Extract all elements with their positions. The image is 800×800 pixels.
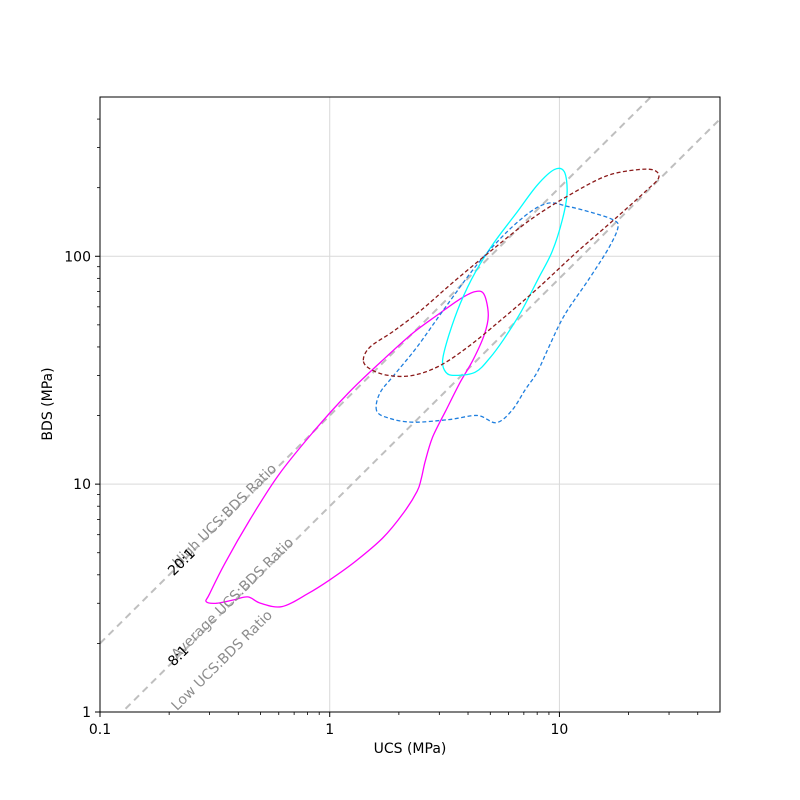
x-axis-title: UCS (MPa) (374, 741, 447, 757)
x-tick-label: 10 (551, 722, 569, 738)
series-layer (205, 167, 660, 608)
grid (100, 97, 720, 712)
reference-line (120, 118, 720, 712)
y-axis-title: BDS (MPa) (40, 367, 56, 440)
y-tick-label: 10 (73, 477, 91, 493)
y-tick-label: 1 (82, 705, 91, 721)
x-tick-label: 0.1 (89, 722, 111, 738)
series-contour (441, 167, 568, 377)
x-tick-label: 1 (325, 722, 334, 738)
series-contour (375, 202, 619, 424)
series-contour (362, 168, 660, 378)
series-contour (205, 290, 489, 608)
plot-frame (99, 96, 721, 713)
y-tick-label: 100 (64, 249, 91, 265)
